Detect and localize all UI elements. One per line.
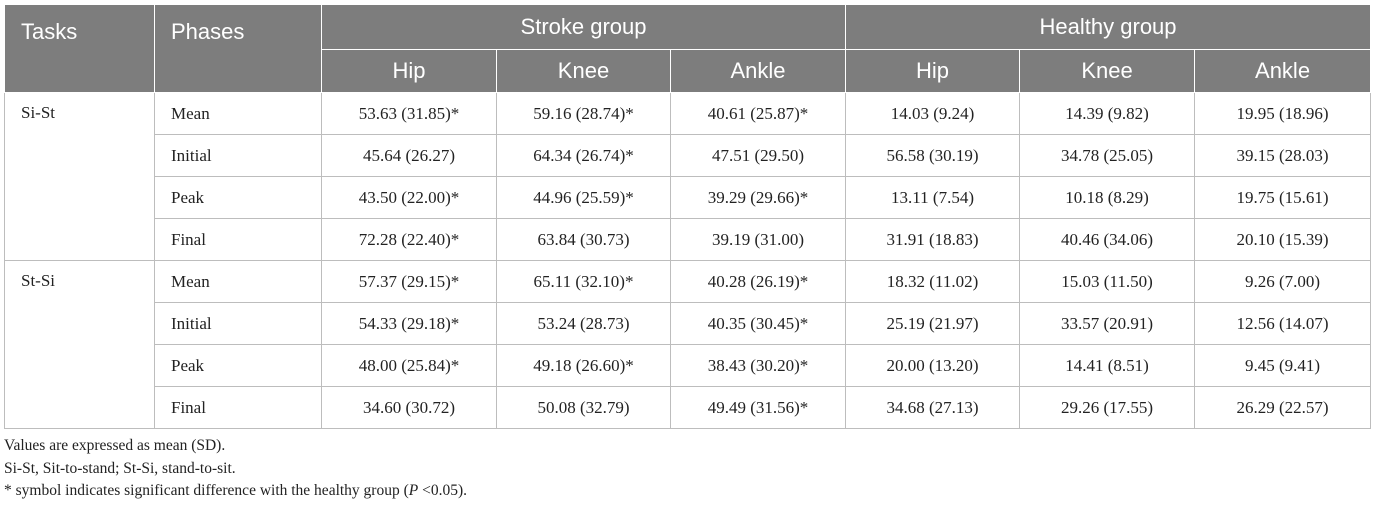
footnote-p-symbol: P — [408, 482, 419, 499]
value-cell: 19.95 (18.96) — [1194, 92, 1372, 135]
phase-cell: Initial — [154, 134, 322, 177]
value-cell: 50.08 (32.79) — [496, 386, 671, 429]
value-cell: 26.29 (22.57) — [1194, 386, 1372, 429]
tasks-header: Tasks — [4, 4, 155, 93]
value-cell: 53.63 (31.85)* — [321, 92, 497, 135]
value-cell: 33.57 (20.91) — [1019, 302, 1196, 345]
value-cell: 53.24 (28.73) — [496, 302, 671, 345]
table-row: Initial 54.33 (29.18)* 53.24 (28.73) 40.… — [5, 302, 1372, 345]
footnote-abbreviations: Si-St, Sit-to-stand; St-Si, stand-to-sit… — [4, 459, 236, 477]
value-cell: 38.43 (30.20)* — [669, 344, 847, 387]
stroke-hip-header: Hip — [321, 49, 497, 93]
footnote-significance-prefix: * symbol indicates significant differenc… — [4, 482, 409, 499]
value-cell: 43.50 (22.00)* — [321, 176, 497, 219]
value-cell: 12.56 (14.07) — [1194, 302, 1372, 345]
value-cell: 15.03 (11.50) — [1019, 260, 1196, 303]
table-row: Final 34.60 (30.72) 50.08 (32.79) 49.49 … — [5, 386, 1372, 429]
value-cell: 44.96 (25.59)* — [496, 176, 671, 219]
stroke-knee-header: Knee — [496, 49, 671, 93]
value-cell: 49.18 (26.60)* — [496, 344, 671, 387]
value-cell: 34.78 (25.05) — [1019, 134, 1196, 177]
phase-cell: Peak — [154, 176, 322, 219]
phase-cell: Final — [154, 386, 322, 429]
value-cell: 20.10 (15.39) — [1194, 218, 1372, 261]
footnote-values: Values are expressed as mean (SD). — [4, 437, 226, 454]
value-cell: 9.26 (7.00) — [1194, 260, 1372, 303]
value-cell: 47.51 (29.50) — [669, 134, 847, 177]
phase-cell: Mean — [154, 260, 322, 303]
healthy-group-header: Healthy group — [845, 4, 1372, 50]
value-cell: 13.11 (7.54) — [845, 176, 1021, 219]
table-container: Tasks Phases Stroke group Healthy group … — [4, 4, 1372, 503]
value-cell: 40.46 (34.06) — [1019, 218, 1196, 261]
value-cell: 64.34 (26.74)* — [496, 134, 671, 177]
task-cell-si-st: Si-St — [4, 92, 155, 261]
value-cell: 40.61 (25.87)* — [669, 92, 847, 135]
table-row: Peak 43.50 (22.00)* 44.96 (25.59)* 39.29… — [5, 176, 1372, 219]
value-cell: 29.26 (17.55) — [1019, 386, 1196, 429]
stroke-group-header: Stroke group — [320, 4, 847, 50]
phase-cell: Mean — [154, 92, 322, 135]
value-cell: 19.75 (15.61) — [1194, 176, 1372, 219]
value-cell: 48.00 (25.84)* — [321, 344, 497, 387]
healthy-hip-header: Hip — [845, 49, 1021, 93]
value-cell: 39.15 (28.03) — [1194, 134, 1372, 177]
table-row: Initial 45.64 (26.27) 64.34 (26.74)* 47.… — [5, 134, 1372, 177]
table-row: St-Si Mean 57.37 (29.15)* 65.11 (32.10)*… — [4, 260, 1372, 429]
task-cell-st-si: St-Si — [4, 260, 155, 429]
value-cell: 14.41 (8.51) — [1019, 344, 1196, 387]
value-cell: 39.29 (29.66)* — [669, 176, 847, 219]
healthy-ankle-header: Ankle — [1194, 49, 1372, 93]
value-cell: 18.32 (11.02) — [845, 260, 1021, 303]
value-cell: 65.11 (32.10)* — [496, 260, 671, 303]
value-cell: 34.68 (27.13) — [845, 386, 1021, 429]
table-row: Final 72.28 (22.40)* 63.84 (30.73) 39.19… — [5, 218, 1372, 261]
table-row: Peak 48.00 (25.84)* 49.18 (26.60)* 38.43… — [5, 344, 1372, 387]
value-cell: 45.64 (26.27) — [321, 134, 497, 177]
value-cell: 20.00 (13.20) — [845, 344, 1021, 387]
value-cell: 57.37 (29.15)* — [321, 260, 497, 303]
table-footnotes: Values are expressed as mean (SD). Si-St… — [4, 435, 1370, 503]
value-cell: 34.60 (30.72) — [321, 386, 497, 429]
value-cell: 31.91 (18.83) — [845, 218, 1021, 261]
value-cell: 39.19 (31.00) — [669, 218, 847, 261]
value-cell: 40.35 (30.45)* — [669, 302, 847, 345]
value-cell: 54.33 (29.18)* — [321, 302, 497, 345]
value-cell: 25.19 (21.97) — [845, 302, 1021, 345]
phase-cell: Final — [154, 218, 322, 261]
phase-cell: Initial — [154, 302, 322, 345]
healthy-knee-header: Knee — [1019, 49, 1196, 93]
value-cell: 72.28 (22.40)* — [321, 218, 497, 261]
value-cell: 9.45 (9.41) — [1194, 344, 1372, 387]
value-cell: 40.28 (26.19)* — [669, 260, 847, 303]
value-cell: 14.03 (9.24) — [845, 92, 1021, 135]
stroke-ankle-header: Ankle — [669, 49, 847, 93]
table-row: Si-St Mean 53.63 (31.85)* 59.16 (28.74)*… — [4, 92, 1372, 261]
value-cell: 49.49 (31.56)* — [669, 386, 847, 429]
value-cell: 63.84 (30.73) — [496, 218, 671, 261]
footnote-significance: * symbol indicates significant differenc… — [4, 480, 1370, 503]
value-cell: 10.18 (8.29) — [1019, 176, 1196, 219]
value-cell: 59.16 (28.74)* — [496, 92, 671, 135]
footnote-significance-suffix: <0.05). — [418, 482, 468, 499]
value-cell: 14.39 (9.82) — [1019, 92, 1196, 135]
value-cell: 56.58 (30.19) — [845, 134, 1021, 177]
phases-header: Phases — [154, 4, 322, 93]
phase-cell: Peak — [154, 344, 322, 387]
results-table: Tasks Phases Stroke group Healthy group … — [4, 4, 1372, 429]
